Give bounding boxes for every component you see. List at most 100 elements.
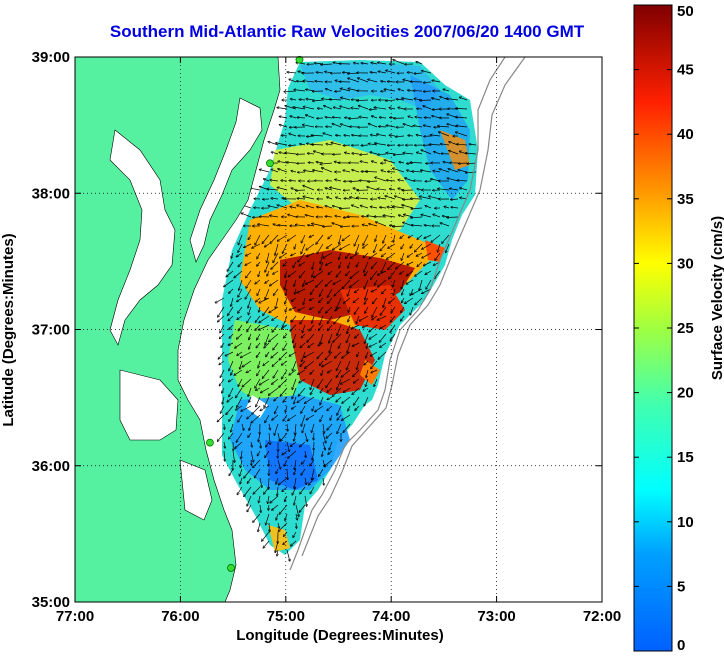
velocity-vector [251, 414, 261, 423]
velocity-vector [283, 261, 288, 266]
velocity-vector [339, 234, 342, 244]
velocity-vector [271, 169, 279, 173]
velocity-vector [327, 405, 333, 411]
velocity-vector [231, 252, 234, 258]
velocity-vector [298, 306, 306, 311]
velocity-vector [408, 90, 414, 91]
velocity-vector [336, 135, 342, 136]
velocity-vector [287, 162, 297, 163]
velocity-vector [227, 261, 234, 271]
velocity-vector [294, 495, 297, 505]
velocity-vector [316, 234, 324, 244]
velocity-vector [270, 279, 279, 286]
velocity-vector [390, 333, 396, 341]
velocity-vector [328, 450, 333, 454]
velocity-vector [348, 78, 360, 83]
velocity-vector [337, 405, 342, 415]
velocity-vector [326, 378, 333, 388]
velocity-vector [283, 540, 288, 544]
velocity-vector [277, 205, 288, 209]
velocity-vector [340, 106, 351, 110]
velocity-vector [236, 387, 243, 398]
velocity-vector [300, 144, 306, 145]
y-tick-label: 35:00 [32, 594, 70, 611]
velocity-vector [354, 396, 360, 405]
velocity-vector [259, 324, 270, 330]
velocity-vector [411, 208, 423, 209]
velocity-vector [269, 387, 279, 395]
velocity-vector [285, 495, 288, 501]
velocity-vector [235, 441, 243, 448]
velocity-vector [355, 333, 360, 338]
velocity-vector [244, 486, 252, 496]
velocity-vector [287, 423, 288, 431]
velocity-vector [264, 179, 270, 182]
velocity-vector [256, 342, 261, 348]
velocity-vector [236, 432, 243, 442]
velocity-vector [238, 261, 243, 267]
velocity-vector [285, 270, 288, 277]
x-tick-label: 77:00 [56, 608, 94, 625]
velocity-vector [304, 495, 307, 506]
velocity-vector [424, 225, 432, 226]
velocity-vector [298, 369, 306, 374]
velocity-vector [393, 288, 396, 295]
velocity-vector [446, 99, 459, 101]
velocity-vector [268, 495, 269, 503]
velocity-vector [434, 270, 441, 279]
velocity-vector [363, 234, 369, 245]
velocity-vector [270, 216, 279, 218]
velocity-vector [360, 161, 369, 164]
velocity-vector [329, 342, 333, 353]
velocity-vector [337, 414, 342, 420]
velocity-vector [382, 252, 387, 257]
velocity-vector [421, 215, 432, 218]
velocity-vector [332, 223, 342, 227]
velocity-vector [255, 378, 261, 388]
velocity-vector [333, 117, 342, 118]
velocity-vector [348, 405, 351, 411]
velocity-vector [377, 189, 387, 190]
velocity-vector [311, 144, 324, 145]
velocity-vector [341, 98, 351, 101]
velocity-vector [327, 243, 333, 248]
velocity-vector [238, 288, 243, 297]
velocity-vector [324, 106, 333, 110]
velocity-vector [313, 170, 324, 173]
velocity-vector [366, 171, 378, 172]
velocity-vector [337, 378, 342, 390]
velocity-vector [246, 279, 252, 288]
velocity-vector [276, 513, 279, 520]
velocity-vector [400, 234, 405, 238]
velocity-vector [370, 207, 378, 208]
velocity-vector [352, 342, 360, 346]
velocity-vector [320, 333, 324, 344]
velocity-vector [229, 360, 234, 371]
velocity-vector [241, 351, 252, 358]
velocity-vector [377, 134, 387, 137]
velocity-vector [420, 196, 432, 200]
velocity-vector [372, 116, 378, 119]
velocity-vector [342, 351, 351, 358]
velocity-vector [284, 459, 288, 466]
velocity-vector [384, 160, 396, 164]
velocity-vector [249, 396, 252, 402]
velocity-vector [220, 405, 225, 413]
velocity-vector [387, 180, 396, 181]
velocity-vector [247, 324, 252, 332]
velocity-vector [451, 199, 459, 200]
velocity-vector [242, 360, 252, 367]
velocity-vector [402, 288, 405, 295]
velocity-vector [352, 205, 360, 209]
velocity-vector [301, 234, 306, 243]
velocity-vector [264, 396, 270, 407]
y-axis-label: Latitude (Degrees:Minutes) [0, 233, 17, 426]
velocity-vector [217, 414, 225, 422]
velocity-vector [319, 468, 324, 476]
velocity-vector [228, 315, 234, 321]
velocity-vector [327, 423, 333, 430]
velocity-vector [255, 279, 261, 284]
velocity-vector [330, 187, 342, 191]
velocity-vector [407, 252, 414, 257]
velocity-vector [268, 206, 279, 209]
